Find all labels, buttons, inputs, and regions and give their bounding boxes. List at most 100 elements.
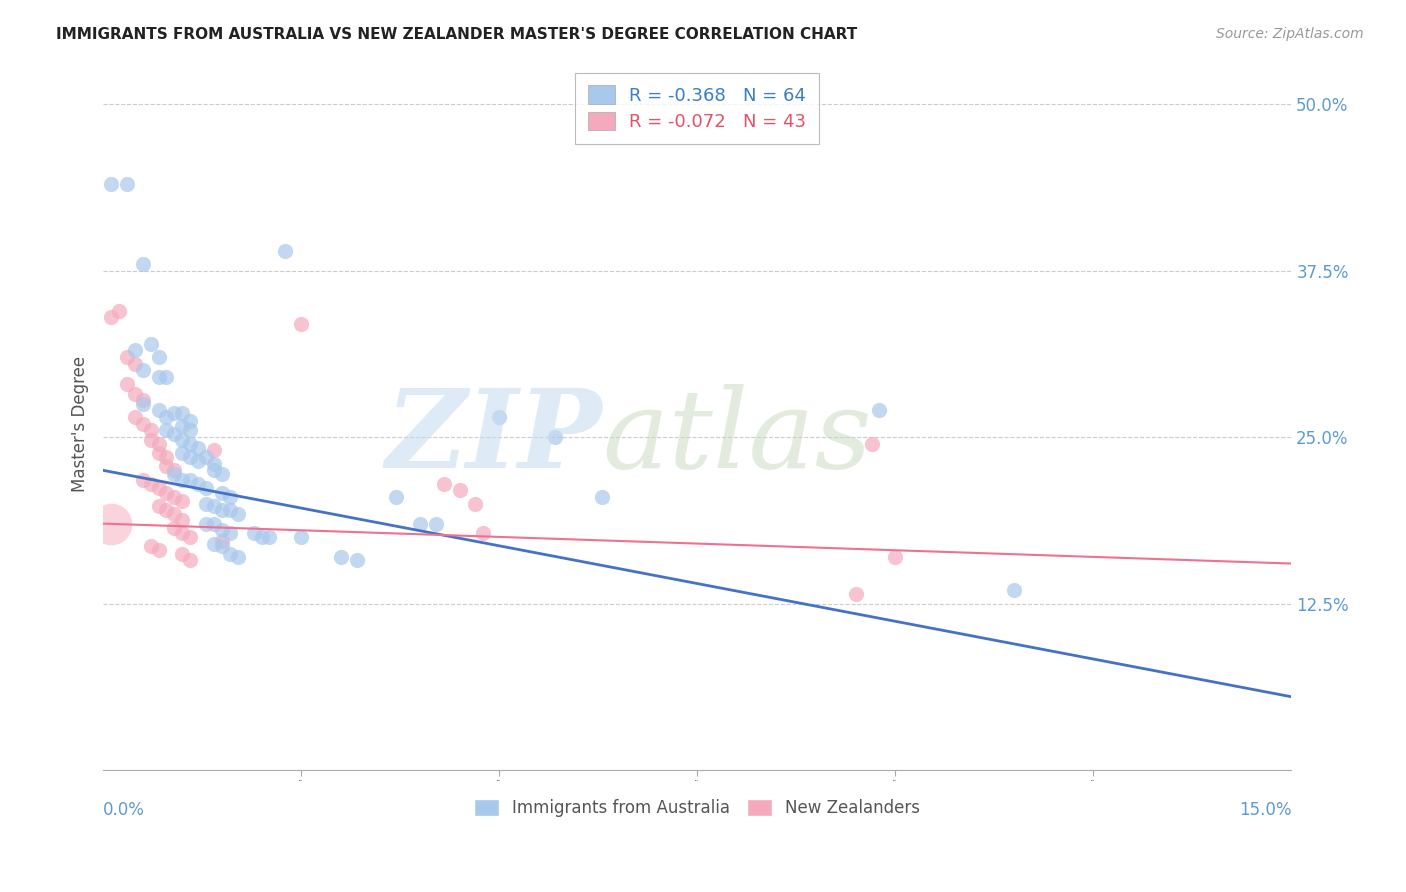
Point <box>148 350 170 364</box>
Point <box>259 530 281 544</box>
Point <box>155 410 177 425</box>
Y-axis label: Master's Degree: Master's Degree <box>72 356 89 491</box>
Point <box>163 467 186 482</box>
Point <box>139 539 162 553</box>
Point <box>148 403 170 417</box>
Text: atlas: atlas <box>602 384 872 491</box>
Point <box>211 503 233 517</box>
Text: 0.0%: 0.0% <box>103 801 145 819</box>
Point <box>218 547 240 561</box>
Point <box>179 473 201 487</box>
Point <box>187 441 209 455</box>
Point <box>100 310 122 325</box>
Text: IMMIGRANTS FROM AUSTRALIA VS NEW ZEALANDER MASTER'S DEGREE CORRELATION CHART: IMMIGRANTS FROM AUSTRALIA VS NEW ZEALAND… <box>56 27 858 42</box>
Point <box>202 443 225 458</box>
Point <box>195 516 218 531</box>
Point <box>242 525 264 540</box>
Point <box>148 446 170 460</box>
Point <box>139 476 162 491</box>
Point <box>148 481 170 495</box>
Point <box>172 406 194 420</box>
Point <box>218 525 240 540</box>
Point <box>155 370 177 384</box>
Point <box>155 450 177 464</box>
Point <box>148 370 170 384</box>
Point <box>187 454 209 468</box>
Point <box>179 436 201 450</box>
Point <box>202 457 225 471</box>
Point <box>187 476 209 491</box>
Point <box>172 494 194 508</box>
Point <box>433 476 456 491</box>
Legend: Immigrants from Australia, New Zealanders: Immigrants from Australia, New Zealander… <box>467 792 927 824</box>
Point <box>218 490 240 504</box>
Point <box>211 467 233 482</box>
Point <box>868 403 890 417</box>
Point <box>488 410 510 425</box>
Point <box>884 549 907 564</box>
Point <box>290 317 312 331</box>
Point <box>329 549 352 564</box>
Point <box>179 423 201 437</box>
Point <box>202 536 225 550</box>
Point <box>148 543 170 558</box>
Point <box>155 486 177 500</box>
Text: 15.0%: 15.0% <box>1239 801 1291 819</box>
Point <box>464 497 486 511</box>
Point <box>139 336 162 351</box>
Point <box>172 547 194 561</box>
Text: ZIP: ZIP <box>385 384 602 491</box>
Point <box>179 530 201 544</box>
Point <box>290 530 312 544</box>
Point <box>148 436 170 450</box>
Point <box>132 473 155 487</box>
Point <box>172 419 194 434</box>
Point <box>115 376 138 391</box>
Point <box>449 483 471 498</box>
Point <box>155 503 177 517</box>
Point <box>132 257 155 271</box>
Point <box>195 450 218 464</box>
Point <box>172 525 194 540</box>
Point <box>132 363 155 377</box>
Point <box>591 490 613 504</box>
Point <box>163 406 186 420</box>
Point <box>202 500 225 514</box>
Point <box>124 387 146 401</box>
Point <box>172 446 194 460</box>
Point <box>472 525 495 540</box>
Point <box>132 392 155 407</box>
Point <box>172 473 194 487</box>
Text: Source: ZipAtlas.com: Source: ZipAtlas.com <box>1216 27 1364 41</box>
Point <box>845 587 868 601</box>
Point <box>195 497 218 511</box>
Point <box>1002 583 1025 598</box>
Point <box>543 430 565 444</box>
Point <box>124 343 146 358</box>
Point <box>163 427 186 442</box>
Point <box>179 414 201 428</box>
Point <box>226 508 249 522</box>
Point <box>195 481 218 495</box>
Point <box>425 516 447 531</box>
Point <box>155 459 177 474</box>
Point <box>211 539 233 553</box>
Point <box>274 244 297 258</box>
Point <box>179 552 201 566</box>
Point <box>115 177 138 191</box>
Point <box>163 520 186 534</box>
Point <box>211 523 233 537</box>
Point <box>385 490 408 504</box>
Point <box>100 177 122 191</box>
Point <box>202 463 225 477</box>
Point <box>226 549 249 564</box>
Point <box>179 450 201 464</box>
Point <box>172 513 194 527</box>
Point <box>211 533 233 548</box>
Point <box>346 552 368 566</box>
Point <box>132 417 155 431</box>
Point <box>172 433 194 447</box>
Point <box>124 410 146 425</box>
Point <box>139 423 162 437</box>
Point <box>139 433 162 447</box>
